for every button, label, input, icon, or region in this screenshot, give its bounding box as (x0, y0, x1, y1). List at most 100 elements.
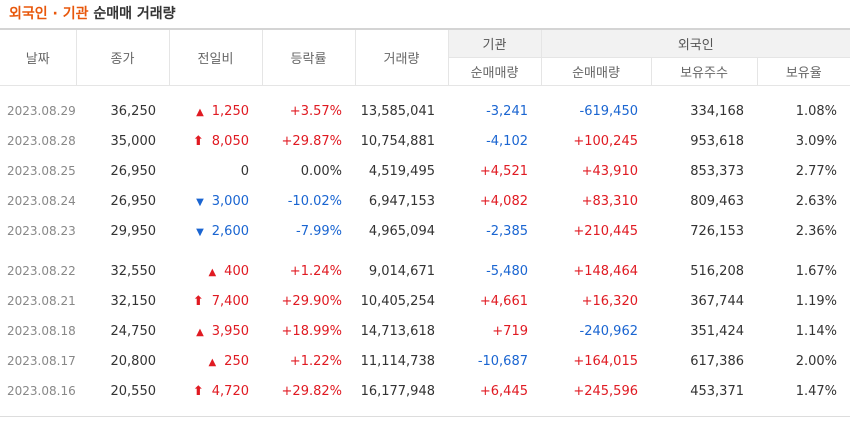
header-volume: 거래량 (354, 28, 448, 86)
close-cell: 32,550 (110, 263, 157, 279)
frgn-hold-cell: 334,168 (690, 103, 744, 119)
inst-net-cell: +719 (492, 323, 528, 339)
frgn-net-cell: +100,245 (573, 133, 638, 149)
header-frgn-ratio: 보유율 (756, 57, 850, 86)
inst-net-cell: -3,241 (486, 103, 528, 119)
change-value: 250 (224, 353, 249, 369)
rate-cell: -10.02% (287, 193, 342, 209)
close-cell: 20,550 (110, 383, 157, 399)
close-cell: 24,750 (110, 323, 157, 339)
frgn-net-cell: -240,962 (579, 323, 638, 339)
frgn-net-cell: -619,450 (579, 103, 638, 119)
inst-net-cell: -2,385 (486, 223, 528, 239)
inst-net-cell: +4,521 (479, 163, 528, 179)
close-cell: 35,000 (110, 133, 157, 149)
frgn-ratio-cell: 1.47% (795, 383, 838, 399)
frgn-hold-cell: 516,208 (690, 263, 744, 279)
volume-cell: 16,177,948 (360, 383, 435, 399)
change-value: 8,050 (211, 133, 249, 149)
volume-cell: 9,014,671 (368, 263, 435, 279)
date-cell: 2023.08.17 (7, 354, 76, 368)
change-cell: ▲ 400 (169, 256, 262, 286)
table-row: 2023.08.25 26,950 0 0.00% 4,519,495 +4,521 +43… (0, 156, 850, 186)
frgn-ratio-cell: 1.19% (795, 293, 838, 309)
upper-limit-icon: ⬆ (192, 293, 204, 309)
change-value: 7,400 (211, 293, 249, 309)
down-triangle-icon: ▼ (196, 226, 204, 238)
up-triangle-icon: ▲ (208, 266, 217, 278)
frgn-hold-cell: 351,424 (690, 323, 744, 339)
change-cell: ▲ 250 (169, 346, 262, 376)
title-rest: 순매매 거래량 (93, 6, 176, 22)
header-frgn-net: 순매매량 (540, 57, 651, 86)
header-close: 종가 (75, 28, 169, 86)
close-cell: 36,250 (110, 103, 157, 119)
frgn-hold-cell: 809,463 (690, 193, 744, 209)
frgn-ratio-cell: 2.00% (795, 353, 838, 369)
change-cell: ⬆ 8,050 (169, 126, 262, 156)
section-title: 외국인 · 기관 순매매 거래량 (0, 0, 850, 28)
up-triangle-icon: ▲ (208, 356, 217, 368)
frgn-net-cell: +83,310 (581, 193, 638, 209)
inst-net-cell: -5,480 (486, 263, 528, 279)
frgn-ratio-cell: 1.08% (795, 103, 838, 119)
table-row: 2023.08.17 20,800 ▲ 250 +1.22% 11,114,738 -10,… (0, 346, 850, 376)
header-date: 날짜 (0, 28, 76, 86)
rate-cell: +1.22% (289, 353, 342, 369)
close-cell: 29,950 (110, 223, 157, 239)
volume-cell: 4,965,094 (368, 223, 435, 239)
date-cell: 2023.08.18 (7, 324, 76, 338)
change-value: 2,600 (211, 223, 249, 239)
frgn-hold-cell: 617,386 (690, 353, 744, 369)
frgn-net-cell: +164,015 (573, 353, 638, 369)
title-accent: 외국인 · 기관 (9, 6, 89, 22)
change-value: 3,950 (211, 323, 249, 339)
close-cell: 26,950 (110, 193, 157, 209)
volume-cell: 6,947,153 (368, 193, 435, 209)
change-cell: ▲ 1,250 (169, 96, 262, 126)
close-cell: 20,800 (110, 353, 157, 369)
volume-cell: 10,754,881 (360, 133, 435, 149)
frgn-hold-cell: 853,373 (690, 163, 744, 179)
frgn-hold-cell: 453,371 (690, 383, 744, 399)
date-cell: 2023.08.24 (7, 194, 76, 208)
table-row: 2023.08.23 29,950 ▼ 2,600 -7.99% 4,965,094 -2,… (0, 216, 850, 246)
header-rate: 등락률 (261, 28, 355, 86)
table-body: 2023.08.29 36,250 ▲ 1,250 +3.57% 13,585,041 -3… (0, 86, 850, 417)
header-frgn-hold: 보유주수 (650, 57, 757, 86)
frgn-ratio-cell: 3.09% (795, 133, 838, 149)
rate-cell: +29.87% (281, 133, 342, 149)
rate-cell: 0.00% (300, 163, 342, 179)
row-spacer (0, 86, 850, 97)
table-row: 2023.08.24 26,950 ▼ 3,000 -10.02% 6,947,153 +4… (0, 186, 850, 216)
row-spacer (0, 406, 850, 417)
change-cell: ⬆ 4,720 (169, 376, 262, 406)
frgn-ratio-cell: 1.67% (795, 263, 838, 279)
change-cell: ▼ 2,600 (169, 216, 262, 246)
change-cell: 0 (169, 156, 262, 186)
frgn-ratio-cell: 1.14% (795, 323, 838, 339)
table-row: 2023.08.29 36,250 ▲ 1,250 +3.57% 13,585,041 -3… (0, 96, 850, 126)
upper-limit-icon: ⬆ (192, 133, 204, 149)
frgn-net-cell: +210,445 (573, 223, 638, 239)
rate-cell: +1.24% (289, 263, 342, 279)
frgn-ratio-cell: 2.63% (795, 193, 838, 209)
date-cell: 2023.08.21 (7, 294, 76, 308)
change-cell: ⬆ 7,400 (169, 286, 262, 316)
volume-cell: 13,585,041 (360, 103, 435, 119)
change-value: 0 (240, 163, 249, 179)
frgn-net-cell: +148,464 (573, 263, 638, 279)
date-cell: 2023.08.22 (7, 264, 76, 278)
frgn-hold-cell: 953,618 (690, 133, 744, 149)
date-cell: 2023.08.29 (7, 104, 76, 118)
frgn-ratio-cell: 2.36% (795, 223, 838, 239)
date-cell: 2023.08.16 (7, 384, 76, 398)
inst-net-cell: +4,661 (479, 293, 528, 309)
frgn-hold-cell: 726,153 (690, 223, 744, 239)
frgn-net-cell: +16,320 (581, 293, 638, 309)
date-cell: 2023.08.25 (7, 164, 76, 178)
date-cell: 2023.08.23 (7, 224, 76, 238)
date-cell: 2023.08.28 (7, 134, 76, 148)
row-spacer (0, 246, 850, 256)
table-row: 2023.08.16 20,550 ⬆ 4,720 +29.82% 16,177,948 +… (0, 376, 850, 406)
